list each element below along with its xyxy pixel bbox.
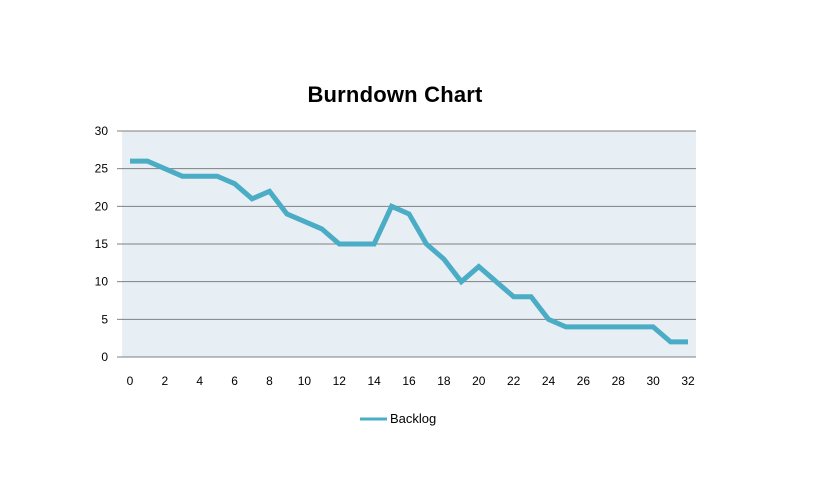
- x-tick-label: 2: [162, 374, 169, 388]
- x-tick-label: 32: [681, 374, 695, 388]
- y-tick-label: 25: [95, 162, 109, 176]
- x-tick-label: 20: [472, 374, 486, 388]
- x-tick-label: 0: [127, 374, 134, 388]
- x-tick-label: 4: [196, 374, 203, 388]
- x-tick-label: 10: [298, 374, 312, 388]
- y-tick-label: 20: [95, 199, 109, 213]
- chart-title: Burndown Chart: [307, 82, 483, 107]
- series-line-backlog: [130, 158, 688, 345]
- x-tick-label: 16: [402, 374, 416, 388]
- x-tick-label: 24: [542, 374, 556, 388]
- y-tick-label: 30: [95, 124, 109, 138]
- x-tick-label: 14: [367, 374, 381, 388]
- x-tick-label: 6: [231, 374, 238, 388]
- x-tick-label: 22: [507, 374, 521, 388]
- x-tick-label: 30: [646, 374, 660, 388]
- x-tick-label: 26: [577, 374, 591, 388]
- y-tick-label: 15: [95, 237, 109, 251]
- y-tick-label: 0: [101, 350, 108, 364]
- y-tick-label: 10: [95, 275, 109, 289]
- x-tick-label: 18: [437, 374, 451, 388]
- legend-label: Backlog: [390, 411, 436, 426]
- x-tick-label: 28: [612, 374, 626, 388]
- x-tick-label: 12: [333, 374, 347, 388]
- x-tick-label: 8: [266, 374, 273, 388]
- y-tick-label: 5: [101, 312, 108, 326]
